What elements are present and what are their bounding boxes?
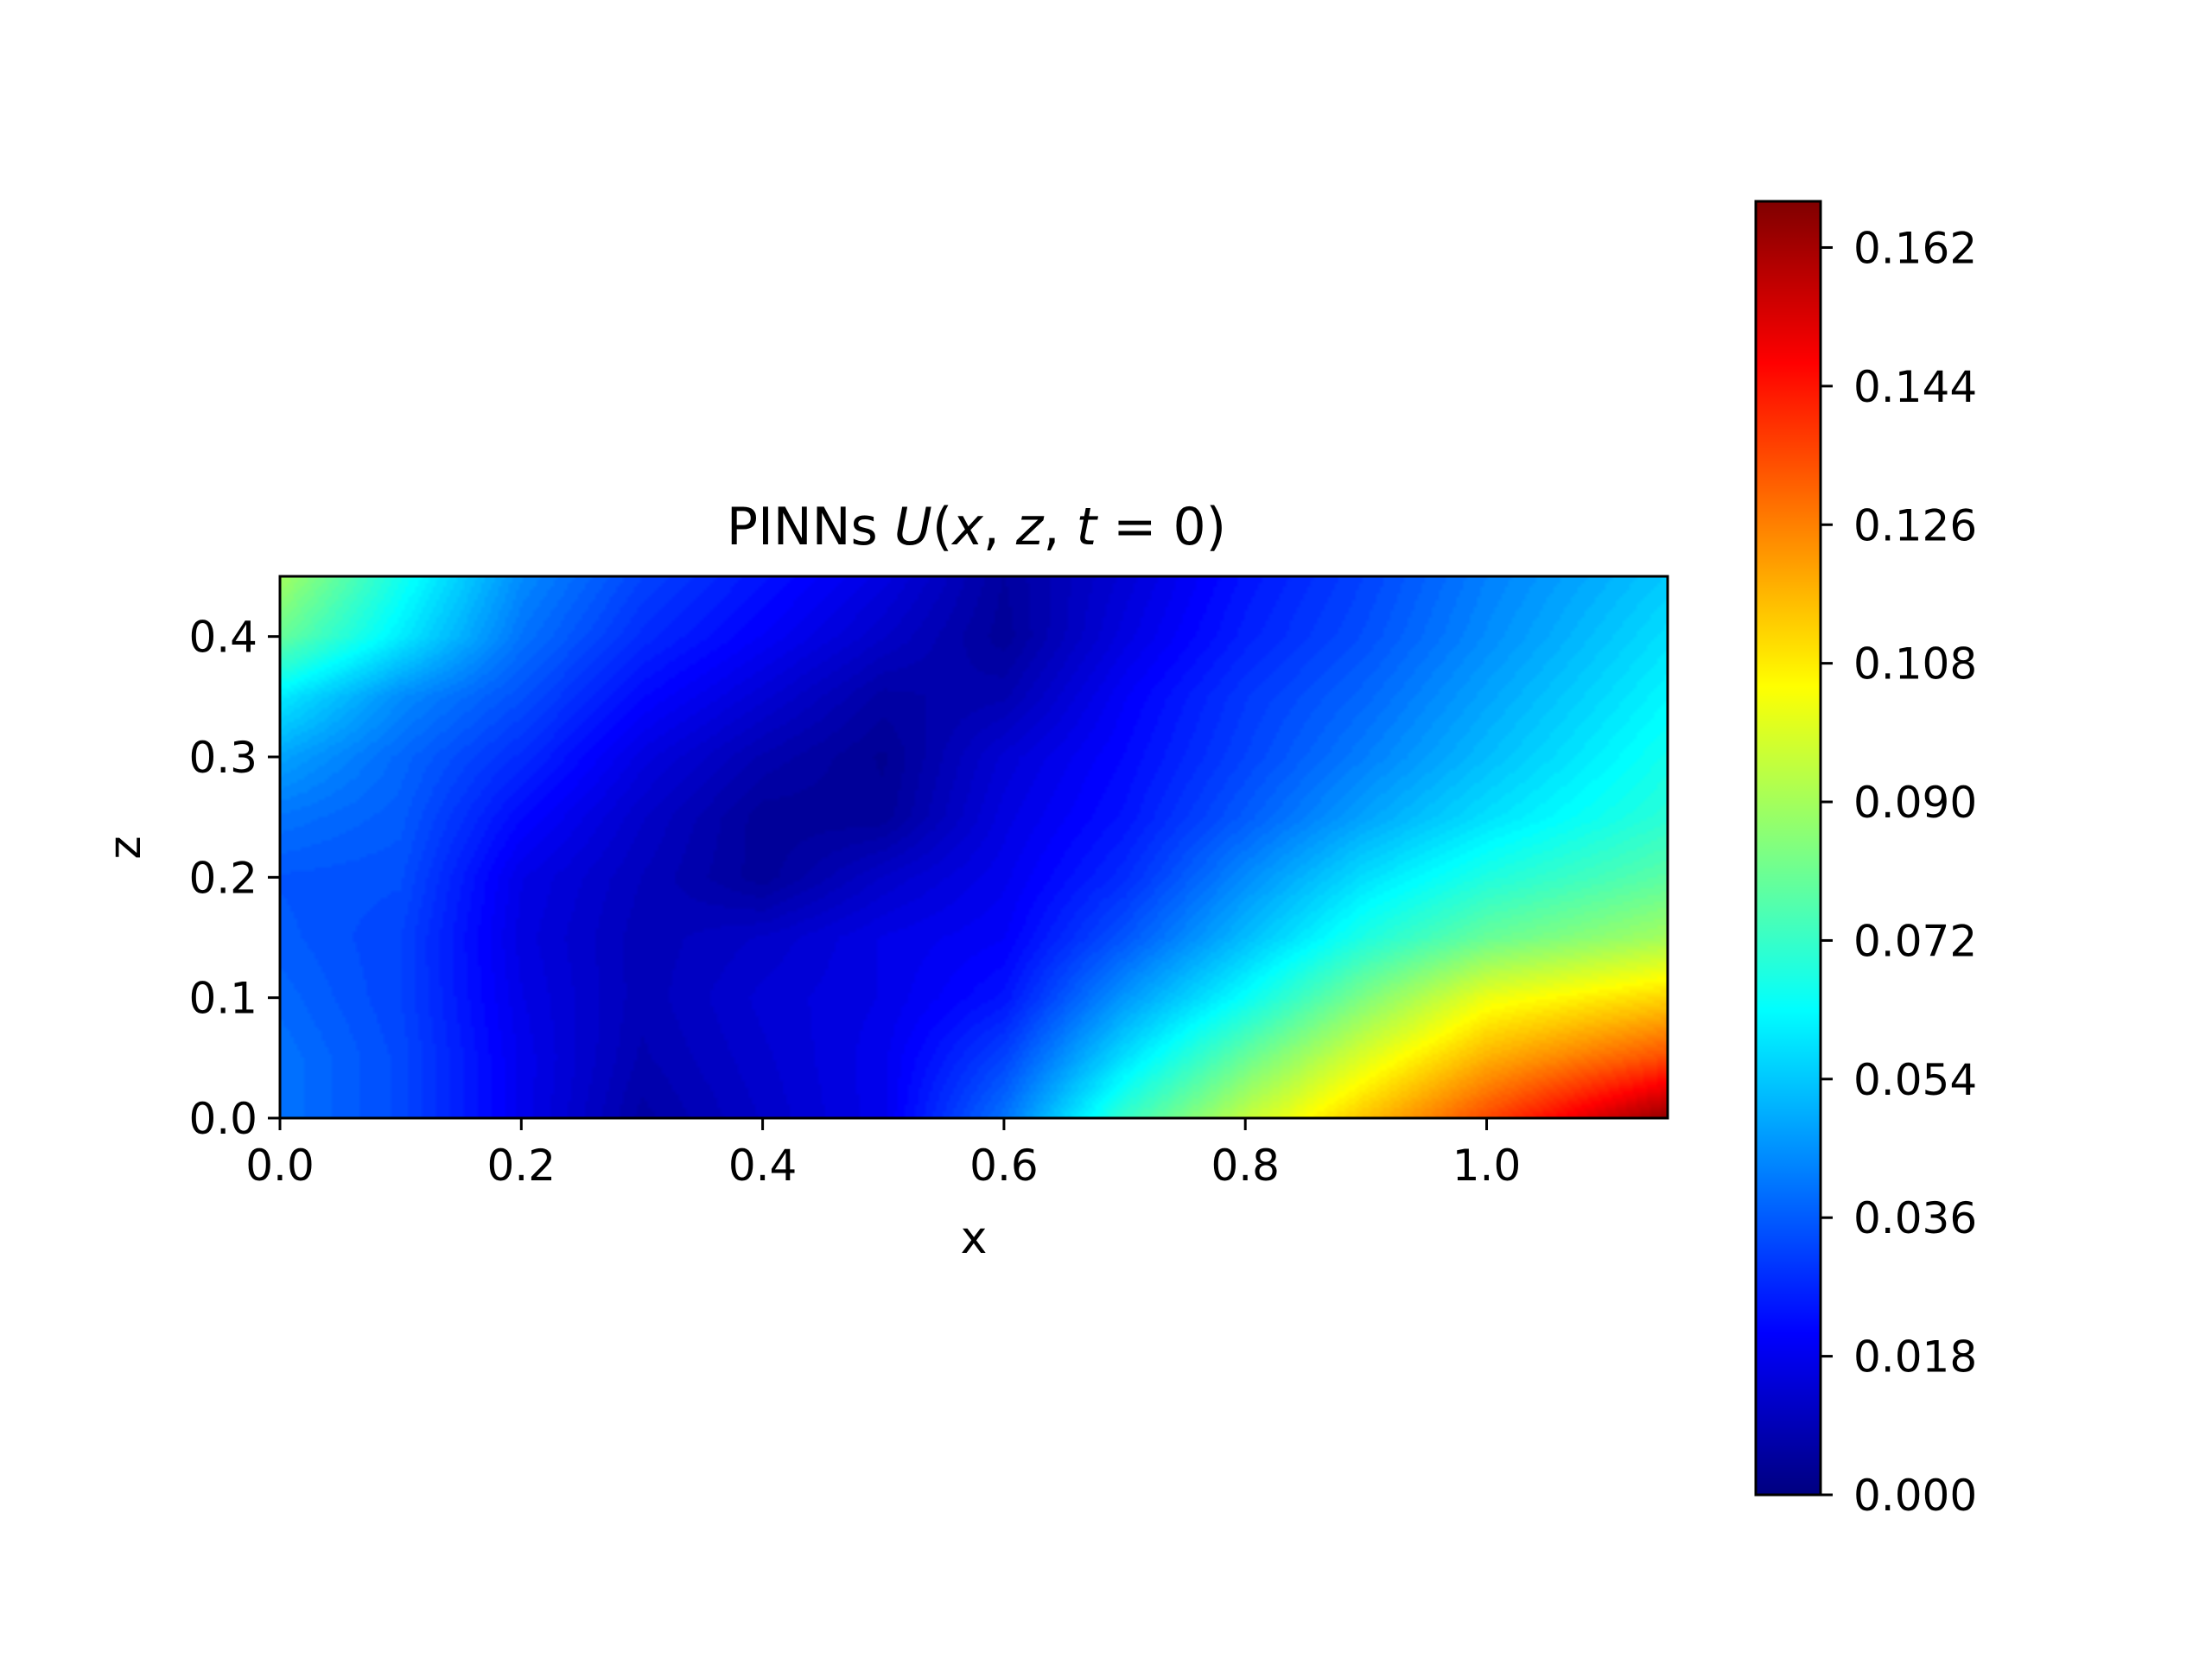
y-axis-label: z xyxy=(99,836,151,859)
colorbar-tick-label: 0.090 xyxy=(1853,778,1977,828)
colorbar-tick-label: 0.162 xyxy=(1853,223,1977,273)
x-axis: 0.0 0.2 0.4 0.6 0.8 1.0 xyxy=(245,1118,1521,1191)
y-tick-label: 0.2 xyxy=(188,853,257,903)
chart-title: PINNs U(x, z, t = 0) xyxy=(727,497,1226,557)
heatmap-image xyxy=(280,576,1668,1118)
x-tick-label: 0.6 xyxy=(969,1141,1039,1191)
colorbar-tick-label: 0.054 xyxy=(1853,1055,1977,1105)
colorbar-tick-label: 0.018 xyxy=(1853,1332,1977,1382)
colorbar-tick-label: 0.072 xyxy=(1853,916,1977,966)
y-tick-label: 0.4 xyxy=(188,613,257,663)
colorbar-tick-label: 0.144 xyxy=(1853,362,1977,412)
colorbar-ticks: 0.000 0.018 0.036 0.054 0.072 0.090 0.108 0.126… xyxy=(1821,223,1977,1521)
y-tick-label: 0.0 xyxy=(188,1094,257,1144)
colorbar: 0.000 0.018 0.036 0.054 0.072 0.090 0.108 0.126… xyxy=(1754,200,1977,1521)
y-axis: 0.0 0.1 0.2 0.3 0.4 xyxy=(188,613,280,1144)
colorbar-tick-label: 0.126 xyxy=(1853,500,1977,550)
x-tick-label: 1.0 xyxy=(1452,1141,1522,1191)
plot-frame xyxy=(278,575,1669,1120)
plot-area xyxy=(278,575,1669,1120)
y-tick-label: 0.3 xyxy=(188,733,257,783)
x-tick-label: 0.2 xyxy=(487,1141,556,1191)
x-axis-label: x xyxy=(961,1212,988,1264)
x-tick-label: 0.0 xyxy=(245,1141,315,1191)
y-tick-label: 0.1 xyxy=(188,974,257,1024)
colorbar-tick-label: 0.000 xyxy=(1853,1471,1977,1521)
colorbar-tick-label: 0.108 xyxy=(1853,639,1977,690)
colorbar-tick-label: 0.036 xyxy=(1853,1193,1977,1243)
x-tick-label: 0.8 xyxy=(1211,1141,1280,1191)
colorbar-gradient xyxy=(1754,200,1822,1497)
x-tick-label: 0.4 xyxy=(728,1141,798,1191)
